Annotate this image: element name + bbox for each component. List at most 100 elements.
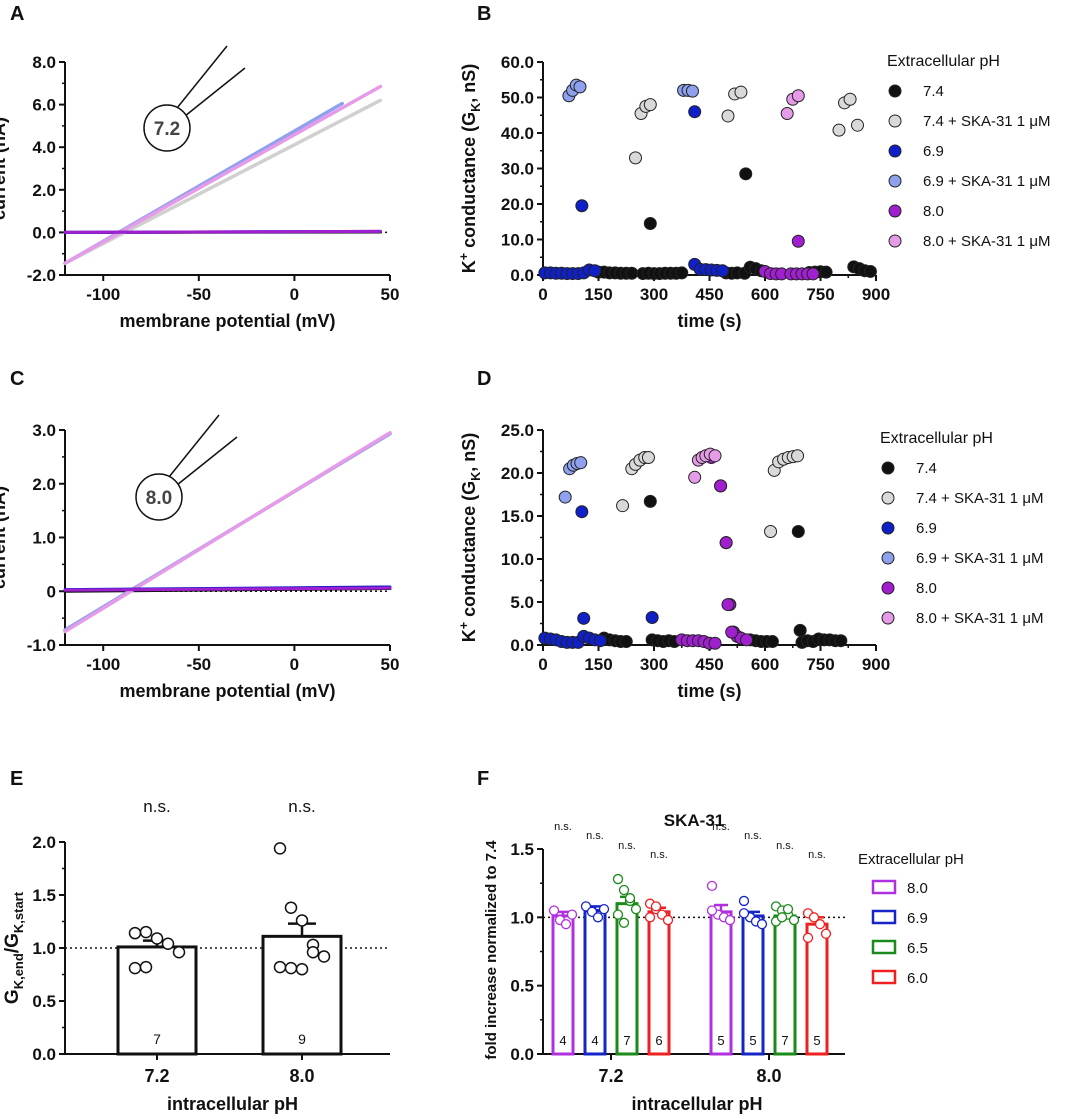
y-tick-label: -2.0 [27,266,56,285]
x-tick-label: 7.2 [144,1066,169,1086]
data-point [548,905,560,916]
y-axis-label-part: K [459,260,479,273]
data-point [273,960,287,974]
x-tick-label: 7.2 [598,1066,623,1086]
point-7.4 [834,634,848,648]
pipette-line [176,45,228,109]
point-8.0-ska-31-1-m [708,449,722,463]
point-6.9-ska-31-1-m [685,84,699,98]
point-8.0-ska-31-1-m [791,89,805,103]
point-7.4 [819,265,833,279]
y-axis-label-part: , nS) [459,64,479,103]
legend-marker [888,204,902,218]
y-axis-label-part: K,start [11,891,26,933]
y-tick-label: 1.0 [32,939,56,958]
data-point [802,932,814,943]
y-tick-label: 10.0 [501,550,534,569]
data-point [306,945,320,959]
legend-marker [888,84,902,98]
x-tick-label: 150 [584,285,612,304]
legend-label: 8.0 [916,580,937,597]
point-7.4-ska-31-1-m [629,151,642,165]
point-7.4 [625,266,639,280]
x-axis-label: intracellular pH [631,1094,762,1114]
legend-marker [888,144,902,158]
point-8.0-ska-31-1-m [780,106,794,120]
panel-f: F SKA-31 0.0 0.5 1.0 1.5 4 n.s. 4 n.s. 7 n.s. 6 n.s. 7… [477,768,964,1114]
n-label: 7 [781,1033,788,1048]
x-tick-label: 300 [640,285,668,304]
y-tick-label: 3.0 [32,421,56,440]
panel-label: B [477,3,491,25]
x-axis-label: time (s) [677,311,741,331]
significance-label: n.s. [618,840,636,852]
significance-label: n.s. [808,849,826,861]
point-7.4 [765,635,779,649]
legend-label: 8.0 [923,203,944,220]
x-tick-label: 900 [862,285,890,304]
legend-label: 7.4 + SKA-31 1 μM [916,490,1043,507]
y-axis-label: fold increase normalized to 7.4 [483,840,500,1060]
y-tick-label: 40.0 [501,124,534,143]
y-tick-label: 1.0 [32,529,56,548]
panel-label: F [477,768,489,790]
point-8.0 [719,536,733,550]
y-axis-label: K+ conductance (GK, nS) [457,433,483,643]
point-7.4-ska-31-1-m [764,524,778,538]
data-point [624,893,636,904]
data-point [820,928,832,939]
point-7.4 [643,217,657,231]
point-8.0 [721,598,735,612]
panel-e: E 0.0 0.5 1.0 1.5 2.0 7 n.s. 7.2 9 n.s. 8.0 intracel… [2,768,390,1114]
x-tick-label: 0 [538,655,547,674]
y-tick-label: 0.0 [510,1045,534,1064]
data-point [644,912,656,923]
x-tick-label: 0 [538,285,547,304]
y-tick-label: 60.0 [501,53,534,72]
panel-b: B 0.0 10.0 20.0 30.0 40.0 50.0 60.0 0 150 300 450 60… [457,3,1050,331]
y-axis-label-part: K [469,103,483,112]
x-axis-label: intracellular pH [167,1094,298,1114]
y-tick-label: 0.0 [510,266,534,285]
data-point [738,895,750,907]
data-point [630,903,642,915]
y-axis-label-part: conductance (G [459,481,479,622]
y-tick-label: 30.0 [501,160,534,179]
data-point [756,919,768,930]
x-tick-label: 450 [695,285,723,304]
n-label: 5 [813,1033,820,1048]
y-axis-label: current (nA) [0,117,9,220]
data-point [295,914,309,927]
data-point [172,945,186,959]
data-point [139,960,153,974]
y-tick-label: 0.0 [510,636,534,655]
legend-marker [888,114,902,128]
data-point [139,925,153,939]
significance-label: n.s. [650,849,668,861]
point-6.9 [577,611,591,625]
data-point [776,912,788,923]
legend-marker [881,551,895,565]
legend-marker [881,521,895,535]
y-tick-label: 20.0 [501,195,534,214]
y-tick-label: 5.0 [510,593,534,612]
legend-marker [888,174,902,188]
legend-label: 6.0 [907,970,928,987]
legend-marker [881,461,895,475]
y-axis-label-part: /G [2,933,23,953]
point-6.9 [575,199,589,213]
legend-label: 7.4 [916,460,937,477]
data-point [284,901,298,914]
y-axis-label-part: G [2,989,23,1004]
point-7.4 [793,623,807,637]
data-point [128,926,142,940]
pipette-line [176,436,238,486]
point-7.4 [863,264,877,278]
n-label: 4 [559,1033,566,1048]
pipette-icon: 7.2 [143,45,246,152]
significance-label: n.s. [143,797,170,816]
point-7.4-ska-31-1-m [843,92,857,106]
data-point [814,919,826,930]
data-point [662,914,674,926]
